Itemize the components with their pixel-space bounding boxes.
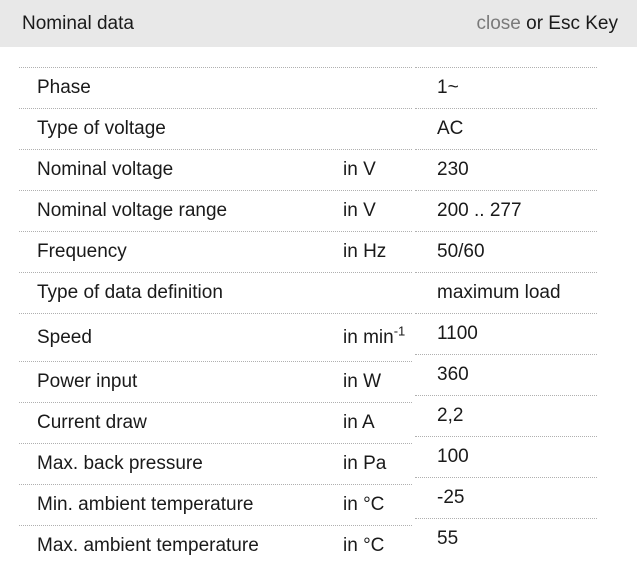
row-value: 200 .. 277 xyxy=(415,190,597,231)
table-row: Speed in min-1 xyxy=(19,313,412,361)
row-label: Nominal voltage range xyxy=(37,200,228,221)
row-value: 1~ xyxy=(415,67,597,108)
row-value: AC xyxy=(415,108,597,149)
esc-key-hint: or Esc Key xyxy=(520,12,618,34)
row-value: 360 xyxy=(415,354,597,395)
table-row: Frequency in Hz xyxy=(19,231,412,272)
row-unit: in V xyxy=(343,191,376,231)
header-close-area: close or Esc Key xyxy=(476,13,618,35)
row-label: Power input xyxy=(37,371,138,392)
unit-text: in W xyxy=(343,371,381,392)
row-unit: in Pa xyxy=(343,444,386,484)
row-label: Type of data definition xyxy=(37,282,223,303)
unit-superscript: -1 xyxy=(393,323,406,339)
row-label: Type of voltage xyxy=(37,118,166,139)
unit-text: in V xyxy=(343,200,376,221)
row-value: 55 xyxy=(415,518,597,559)
row-label: Max. back pressure xyxy=(37,453,203,474)
table-row: Nominal voltage range in V xyxy=(19,190,412,231)
row-label: Current draw xyxy=(37,412,147,433)
table-row: Nominal voltage in V xyxy=(19,149,412,190)
row-unit: in W xyxy=(343,362,381,402)
unit-text: in °C xyxy=(343,535,385,556)
row-value: -25 xyxy=(415,477,597,518)
unit-text: in min xyxy=(343,327,394,348)
value-column: 1~ AC 230 200 .. 277 50/60 maximum load … xyxy=(415,67,597,566)
row-value: 100 xyxy=(415,436,597,477)
dialog-header: Nominal data close or Esc Key xyxy=(0,0,637,47)
row-label: Speed xyxy=(37,327,92,348)
table-row: Type of voltage xyxy=(19,108,412,149)
table-row: Current draw in A xyxy=(19,402,412,443)
row-unit: in °C xyxy=(343,485,384,525)
row-label: Phase xyxy=(37,77,91,98)
close-button[interactable]: close xyxy=(476,12,521,34)
row-value: maximum load xyxy=(415,272,597,313)
nominal-data-table: Phase Type of voltage Nominal voltage in… xyxy=(19,67,597,566)
dialog-title: Nominal data xyxy=(22,12,134,34)
row-unit: in Hz xyxy=(343,232,386,272)
table-row: Min. ambient temperature in °C xyxy=(19,484,412,525)
table-row: Power input in W xyxy=(19,361,412,402)
row-label: Nominal voltage xyxy=(37,159,174,180)
row-label: Max. ambient temperature xyxy=(37,535,259,556)
row-value: 50/60 xyxy=(415,231,597,272)
unit-text: in Hz xyxy=(343,241,387,262)
row-value: 230 xyxy=(415,149,597,190)
table-row: Max. ambient temperature in °C xyxy=(19,525,412,566)
row-value: 2,2 xyxy=(415,395,597,436)
table-row: Type of data definition xyxy=(19,272,412,313)
unit-text: in Pa xyxy=(343,453,387,474)
row-label: Frequency xyxy=(37,241,127,262)
row-unit: in V xyxy=(343,150,376,190)
unit-text: in V xyxy=(343,159,376,180)
table-row: Max. back pressure in Pa xyxy=(19,443,412,484)
unit-text: in °C xyxy=(343,494,385,515)
unit-text: in A xyxy=(343,412,375,433)
row-unit: in A xyxy=(343,403,375,443)
table-row: Phase xyxy=(19,67,412,108)
row-label: Min. ambient temperature xyxy=(37,494,254,515)
row-unit: in min-1 xyxy=(343,314,405,361)
row-unit: in °C xyxy=(343,526,384,566)
label-unit-column: Phase Type of voltage Nominal voltage in… xyxy=(19,67,412,566)
row-value: 1100 xyxy=(415,313,597,354)
